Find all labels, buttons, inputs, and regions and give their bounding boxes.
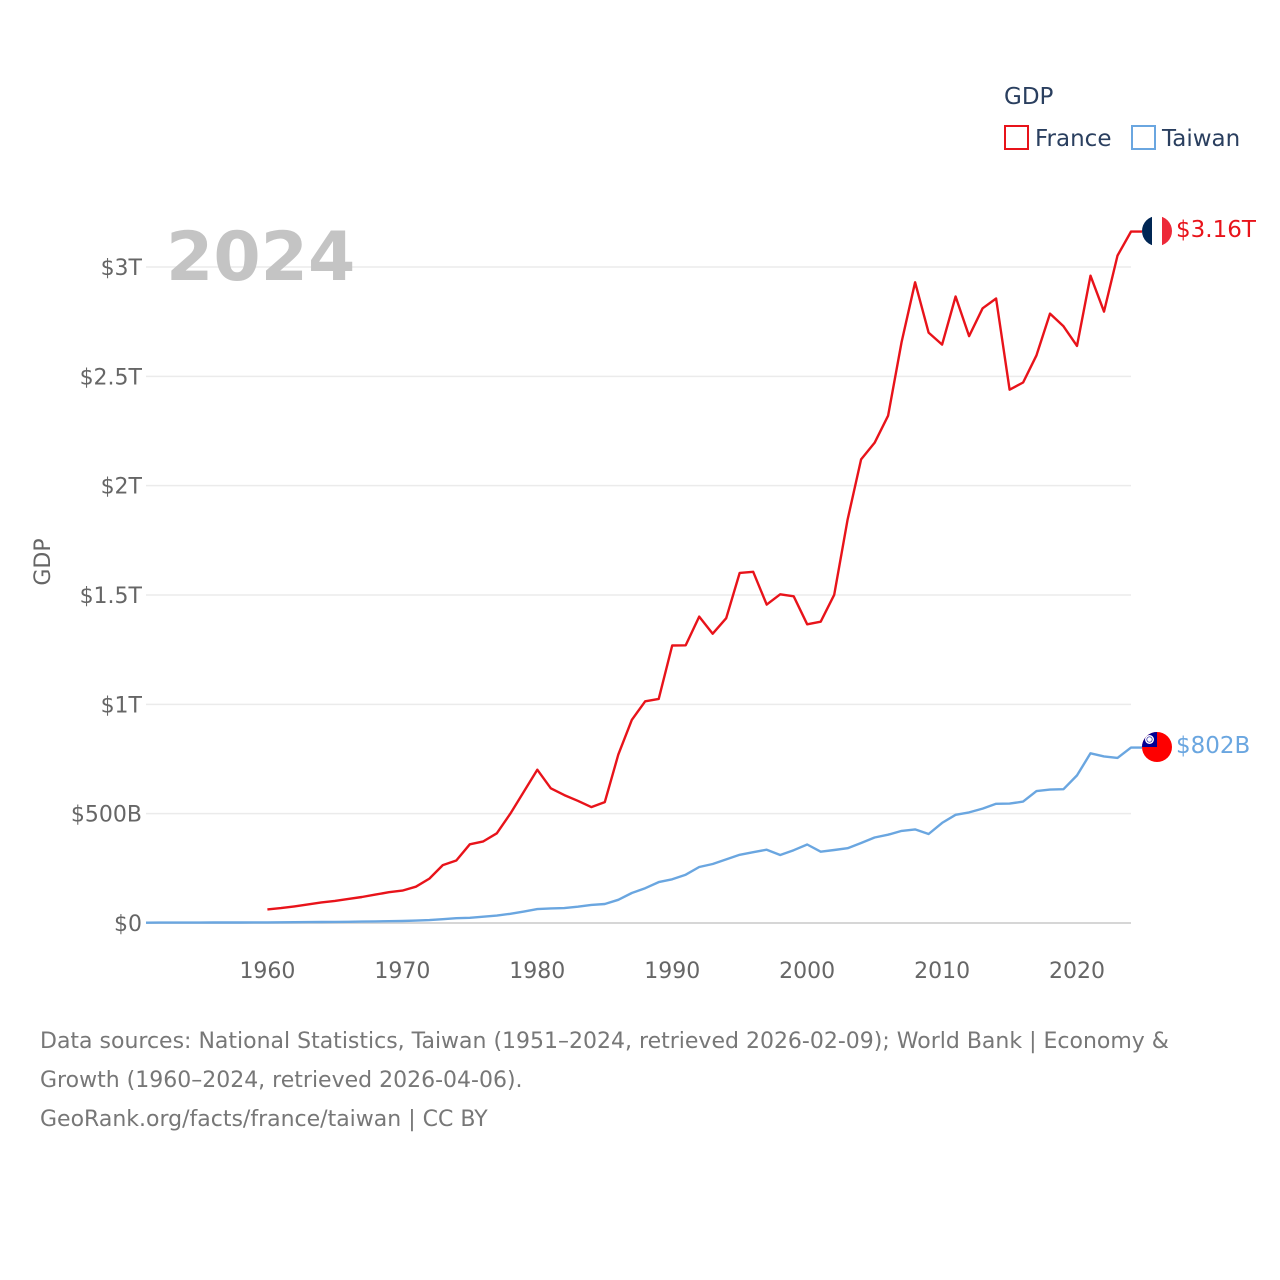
y-tick-label: $1.5T [80, 584, 143, 609]
legend-item-taiwan[interactable]: Taiwan [1131, 125, 1240, 152]
chart-footer: Data sources: National Statistics, Taiwa… [40, 1022, 1240, 1139]
legend-title: GDP [1004, 84, 1054, 110]
x-axis-ticks: 1960 1970 1980 1990 2000 2010 2020 [239, 959, 1105, 984]
legend-swatch-taiwan [1131, 125, 1156, 150]
x-tick-label: 1980 [509, 959, 565, 984]
legend: GDP France Taiwan [1004, 84, 1240, 152]
x-tick-label: 1990 [644, 959, 700, 984]
series-line-france [267, 230, 1142, 911]
legend-item-france[interactable]: France [1004, 125, 1111, 152]
x-tick-label: 1960 [239, 959, 295, 984]
legend-label-france: France [1035, 126, 1111, 152]
y-axis-ticks: $0 $500B $1T $1.5T $2T $2.5T $3T [71, 256, 143, 937]
france-flag-icon [1142, 216, 1172, 246]
data-sources-line-2: Growth (1960–2024, retrieved 2026-04-06)… [40, 1068, 523, 1093]
y-tick-label: $2.5T [80, 365, 143, 390]
gridlines [146, 266, 1131, 924]
y-tick-label: $1T [101, 693, 143, 718]
y-axis-title: GDP [31, 538, 56, 585]
y-tick-label: $500B [71, 803, 142, 828]
legend-swatch-france [1004, 125, 1029, 150]
x-tick-label: 2020 [1049, 959, 1105, 984]
year-label: 2024 [166, 218, 355, 297]
x-tick-label: 2010 [914, 959, 970, 984]
y-tick-label: $0 [114, 912, 142, 937]
y-tick-label: $3T [101, 256, 143, 281]
series-line-taiwan [145, 746, 1142, 924]
france-end-label: $3.16T [1176, 217, 1257, 243]
x-tick-label: 1970 [374, 959, 430, 984]
series-lines [145, 230, 1142, 924]
taiwan-end-label: $802B [1176, 733, 1250, 759]
legend-label-taiwan: Taiwan [1161, 126, 1240, 152]
y-tick-label: $2T [101, 475, 143, 500]
data-sources-line-1: Data sources: National Statistics, Taiwa… [40, 1029, 1169, 1054]
taiwan-flag-icon [1142, 732, 1172, 762]
x-tick-label: 2000 [779, 959, 835, 984]
attribution: GeoRank.org/facts/france/taiwan | CC BY [40, 1107, 488, 1132]
